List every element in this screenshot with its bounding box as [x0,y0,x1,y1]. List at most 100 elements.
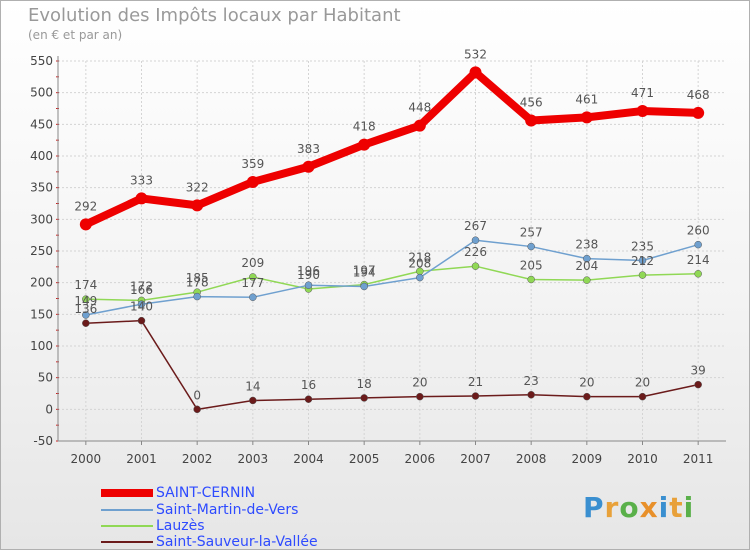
data-label-saint-sauveur-la-vallee: 0 [193,388,201,402]
logo-letter: i [658,491,670,524]
data-label-lauzes: 172 [130,279,153,293]
data-label-saint-cernin: 461 [575,92,598,106]
logo-letter: x [639,491,659,524]
data-label-lauzes: 214 [687,253,710,267]
data-label-saint-sauveur-la-vallee: 14 [245,379,260,393]
series-line-saint-cernin [84,68,699,229]
legend-item-lauzes: Lauzès [101,517,205,535]
data-label-saint-cernin: 322 [186,180,209,194]
data-point-saint-cernin [525,114,538,127]
data-label-saint-martin-de-vers: 267 [464,219,487,233]
chart-subtitle: (en € et par an) [28,28,123,42]
data-label-lauzes: 205 [520,259,543,273]
y-tick-label: 300 [30,212,53,226]
data-label-saint-sauveur-la-vallee: 136 [74,302,97,316]
y-tick-label: 500 [30,86,53,100]
x-tick-label: 2002 [182,452,213,466]
data-point-saint-sauveur-la-vallee [137,316,146,325]
data-label-saint-cernin: 383 [297,142,320,156]
data-label-lauzes: 204 [575,259,598,273]
y-tick-label: 0 [45,402,53,416]
x-tick-label: 2001 [126,452,157,466]
data-label-saint-cernin: 448 [408,101,431,115]
y-tick-label: 100 [30,339,53,353]
data-point-lauzes [583,276,591,284]
data-point-saint-martin-de-vers [471,236,480,244]
legend-swatch-saint-cernin [101,489,153,497]
data-label-saint-martin-de-vers: 149 [74,294,97,308]
data-point-saint-martin-de-vers [249,293,257,301]
data-point-saint-martin-de-vers [527,242,535,251]
x-tick-label: 2009 [572,452,603,466]
data-label-saint-martin-de-vers: 238 [575,238,598,252]
y-tick-label: 200 [30,276,53,290]
data-point-saint-sauveur-la-vallee [193,405,201,414]
x-tick-label: 2003 [238,452,269,466]
data-label-lauzes: 174 [74,278,97,292]
logo-letter: i [683,491,695,524]
y-tick-label: 350 [30,181,53,195]
data-point-saint-sauveur-la-vallee [527,391,535,399]
data-label-saint-sauveur-la-vallee: 23 [524,374,539,388]
data-point-saint-sauveur-la-vallee [304,395,313,403]
data-label-saint-sauveur-la-vallee: 20 [579,376,594,390]
legend-swatch-saint-martin-de-vers [101,509,153,511]
data-point-saint-cernin [135,192,148,205]
data-label-saint-sauveur-la-vallee: 20 [412,376,427,390]
data-label-lauzes: 190 [297,268,320,282]
data-point-saint-sauveur-la-vallee [694,380,702,389]
data-point-saint-martin-de-vers [82,311,90,319]
data-label-saint-sauveur-la-vallee: 20 [635,376,650,390]
data-label-saint-martin-de-vers: 208 [408,257,431,271]
data-point-saint-sauveur-la-vallee [583,392,591,401]
data-label-saint-sauveur-la-vallee: 39 [691,364,706,378]
legend-label-saint-sauveur-la-vallee: Saint-Sauveur-la-Vallée [156,534,318,550]
y-tick-label: 550 [30,54,53,68]
data-point-saint-cernin [636,105,649,118]
y-tick-label: 450 [30,117,53,131]
logo-letter: P [583,491,605,524]
legend-label-lauzes: Lauzès [156,518,205,534]
data-point-saint-sauveur-la-vallee [360,394,368,402]
data-point-lauzes [249,273,257,281]
data-point-saint-cernin [580,111,593,124]
data-label-lauzes: 209 [241,256,264,270]
x-tick-label: 2008 [516,452,547,466]
data-point-saint-sauveur-la-vallee [638,392,647,401]
legend-item-saint-sauveur-la-vallee: Saint-Sauveur-la-Vallée [101,533,318,551]
logo-letter: t [669,491,684,524]
data-label-lauzes: 212 [631,254,654,268]
data-point-saint-cernin [302,160,315,173]
data-label-saint-martin-de-vers: 166 [130,283,153,297]
data-label-lauzes: 226 [464,245,487,259]
legend-item-saint-cernin: SAINT-CERNIN [101,484,255,502]
data-label-saint-sauveur-la-vallee: 21 [468,375,483,389]
data-label-saint-cernin: 471 [631,86,654,100]
data-label-saint-martin-de-vers: 257 [520,226,543,240]
data-label-saint-martin-de-vers: 177 [241,276,264,290]
data-point-saint-cernin [246,175,259,188]
x-tick-label: 2005 [349,452,380,466]
data-point-saint-martin-de-vers [583,254,591,263]
x-tick-label: 2011 [683,452,714,466]
legend-item-saint-martin-de-vers: Saint-Martin-de-Vers [101,501,298,519]
data-point-lauzes [638,271,647,279]
data-label-saint-cernin: 359 [241,157,264,171]
data-point-saint-martin-de-vers [304,281,313,289]
y-tick-label: -50 [33,434,53,448]
data-point-saint-martin-de-vers [638,256,647,265]
series-line-lauzes [85,265,699,302]
data-label-saint-martin-de-vers: 196 [297,264,320,278]
y-tick-label: 250 [30,244,53,258]
data-point-saint-sauveur-la-vallee [249,396,257,405]
data-point-saint-cernin [358,138,371,151]
data-point-saint-cernin [469,66,482,79]
legend-swatch-lauzes [101,525,153,527]
data-point-saint-sauveur-la-vallee [471,392,480,400]
data-point-lauzes [82,295,90,303]
logo-letter: o [619,491,640,524]
x-tick-label: 2006 [405,452,436,466]
y-tick-label: 400 [30,149,53,163]
data-point-lauzes [527,275,535,284]
